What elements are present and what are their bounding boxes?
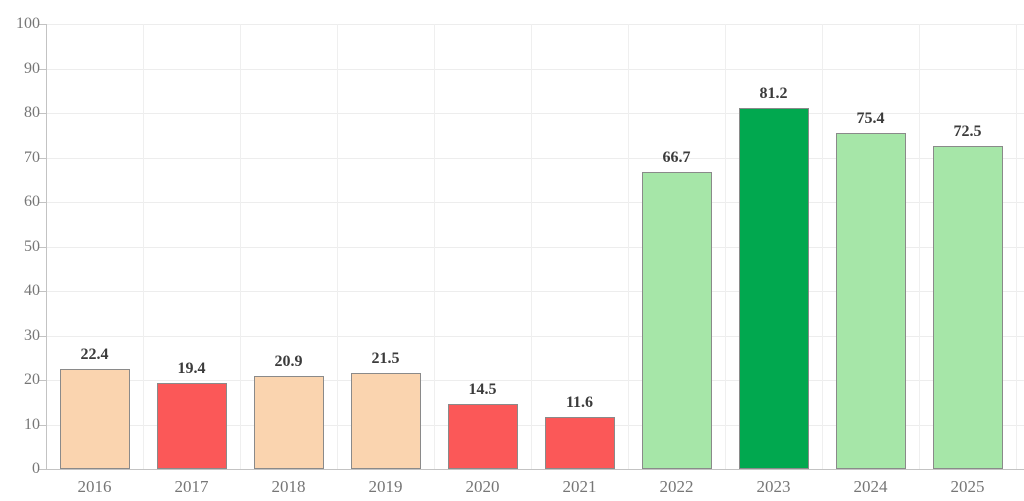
bar-2019 <box>350 373 421 469</box>
value-label-2020: 14.5 <box>468 381 497 398</box>
bar-2024 <box>835 133 906 469</box>
x-tick-label-2020: 2020 <box>465 477 500 496</box>
bar-2023 <box>738 108 809 469</box>
y-axis-line <box>46 24 47 469</box>
value-label-2018: 20.9 <box>274 353 303 370</box>
value-label-2017: 19.4 <box>177 360 206 377</box>
y-tick-label-70: 70 <box>24 149 40 166</box>
bar-2025 <box>932 146 1003 469</box>
vertical-gridline <box>725 24 726 469</box>
value-label-2016: 22.4 <box>80 346 109 363</box>
vertical-gridline <box>434 24 435 469</box>
y-tick-label-0: 0 <box>32 460 40 477</box>
x-tick-label-2019: 2019 <box>368 477 403 496</box>
vertical-gridline <box>240 24 241 469</box>
vertical-gridline <box>822 24 823 469</box>
vertical-gridline <box>337 24 338 469</box>
y-axis-tick <box>38 336 46 337</box>
horizontal-gridline <box>46 380 1024 381</box>
x-tick-label-2017: 2017 <box>174 477 209 496</box>
bar-2017 <box>156 383 227 469</box>
y-axis-tick <box>38 202 46 203</box>
y-tick-label-40: 40 <box>24 282 40 299</box>
horizontal-gridline <box>46 69 1024 70</box>
value-label-2021: 11.6 <box>565 394 594 411</box>
value-label-2024: 75.4 <box>856 110 885 127</box>
value-label-2019: 21.5 <box>371 350 400 367</box>
y-tick-label-10: 10 <box>24 416 40 433</box>
y-tick-label-50: 50 <box>24 238 40 255</box>
y-axis-tick <box>38 113 46 114</box>
bar-2021 <box>544 417 615 469</box>
value-label-2023: 81.2 <box>759 85 788 102</box>
vertical-gridline <box>628 24 629 469</box>
vertical-gridline <box>919 24 920 469</box>
y-tick-label-30: 30 <box>24 327 40 344</box>
horizontal-gridline <box>46 247 1024 248</box>
y-axis-tick <box>38 291 46 292</box>
y-tick-label-20: 20 <box>24 371 40 388</box>
y-axis-tick <box>38 425 46 426</box>
vertical-gridline <box>1016 24 1017 469</box>
x-tick-label-2018: 2018 <box>271 477 306 496</box>
y-axis-tick <box>38 69 46 70</box>
bar-2020 <box>447 404 518 469</box>
x-axis-line <box>38 469 1024 470</box>
y-axis-tick <box>38 158 46 159</box>
vertical-gridline <box>143 24 144 469</box>
bar-2016 <box>59 369 130 469</box>
y-tick-label-90: 90 <box>24 60 40 77</box>
horizontal-gridline <box>46 202 1024 203</box>
x-tick-label-2023: 2023 <box>756 477 791 496</box>
horizontal-gridline <box>46 336 1024 337</box>
value-label-2022: 66.7 <box>662 149 691 166</box>
x-tick-label-2022: 2022 <box>659 477 694 496</box>
x-tick-label-2016: 2016 <box>77 477 112 496</box>
y-axis-tick <box>38 24 46 25</box>
y-axis-tick <box>38 247 46 248</box>
bar-2018 <box>253 376 324 469</box>
vertical-gridline <box>531 24 532 469</box>
horizontal-gridline <box>46 425 1024 426</box>
y-tick-label-60: 60 <box>24 193 40 210</box>
x-tick-label-2025: 2025 <box>950 477 985 496</box>
y-tick-label-80: 80 <box>24 104 40 121</box>
bar-2022 <box>641 172 712 469</box>
x-tick-label-2021: 2021 <box>562 477 597 496</box>
x-tick-label-2024: 2024 <box>853 477 888 496</box>
horizontal-gridline <box>46 113 1024 114</box>
horizontal-gridline <box>46 24 1024 25</box>
value-label-2025: 72.5 <box>953 123 982 140</box>
y-tick-label-100: 100 <box>16 15 40 32</box>
horizontal-gridline <box>46 291 1024 292</box>
y-axis-tick <box>38 380 46 381</box>
horizontal-gridline <box>46 158 1024 159</box>
